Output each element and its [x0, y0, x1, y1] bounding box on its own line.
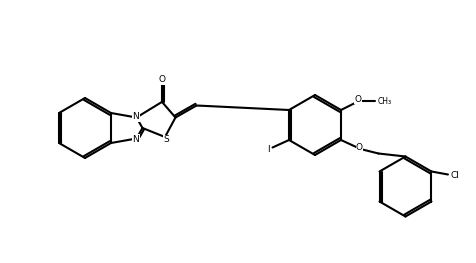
Text: N: N	[132, 135, 139, 144]
Text: I: I	[267, 145, 269, 154]
Text: N: N	[132, 112, 139, 121]
Text: Cl: Cl	[450, 171, 459, 180]
Text: O: O	[158, 75, 165, 84]
Text: S: S	[163, 135, 169, 144]
Text: CH₃: CH₃	[377, 97, 391, 105]
Text: O: O	[354, 95, 361, 104]
Text: O: O	[355, 144, 362, 153]
